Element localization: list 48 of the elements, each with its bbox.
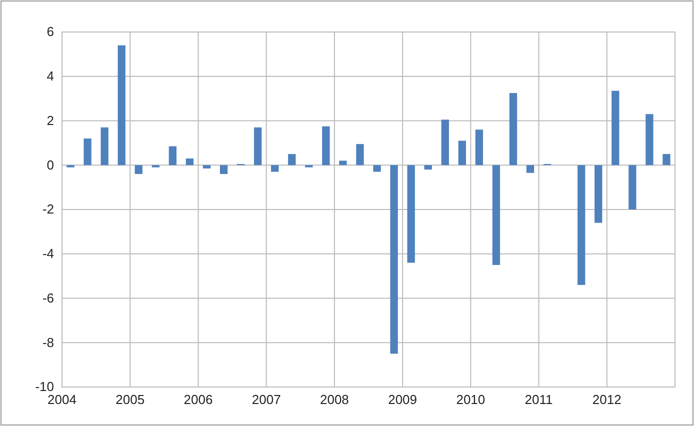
bar [118, 45, 126, 166]
x-tick-label: 2007 [252, 392, 281, 408]
y-tick-label: 4 [46, 68, 54, 84]
bar [100, 127, 108, 166]
x-tick-label: 2012 [592, 392, 622, 408]
bar [390, 165, 398, 354]
x-tick-label: 2011 [524, 392, 553, 408]
bar [628, 165, 636, 210]
bar [84, 138, 92, 166]
y-tick-label: 2 [46, 112, 54, 128]
y-tick-label: -4 [42, 246, 54, 262]
bar [254, 127, 262, 166]
bar [441, 120, 449, 166]
bar [220, 165, 228, 174]
bar [578, 165, 586, 285]
bar [526, 165, 534, 173]
bar [322, 126, 330, 166]
bar [662, 154, 670, 166]
bar [271, 165, 279, 172]
bar [168, 146, 177, 166]
bar [373, 165, 381, 172]
x-tick-label: 2006 [184, 392, 213, 408]
bar [612, 90, 620, 166]
x-tick-label: 2005 [116, 392, 145, 408]
bar [202, 165, 211, 168]
bar [509, 93, 518, 166]
y-tick-label: -6 [42, 290, 54, 306]
x-tick-label: 2004 [48, 392, 76, 408]
bar [407, 165, 415, 263]
bar [458, 140, 466, 166]
bar [646, 114, 654, 166]
y-tick-label: 6 [46, 24, 54, 40]
bar [356, 144, 364, 166]
bar [339, 160, 347, 166]
bar [424, 165, 432, 170]
y-tick-label: -8 [42, 334, 54, 350]
bar [134, 165, 142, 174]
x-tick-label: 2009 [388, 392, 418, 408]
x-tick-label: 2010 [456, 392, 486, 408]
y-tick-label: -10 [35, 379, 54, 394]
bar [288, 154, 296, 166]
x-tick-label: 2008 [320, 392, 349, 408]
bar [492, 165, 500, 265]
bar [594, 165, 602, 223]
bar [475, 130, 484, 166]
y-tick-label: -2 [42, 202, 54, 217]
bar [186, 158, 194, 166]
y-tick-label: 0 [46, 157, 54, 172]
